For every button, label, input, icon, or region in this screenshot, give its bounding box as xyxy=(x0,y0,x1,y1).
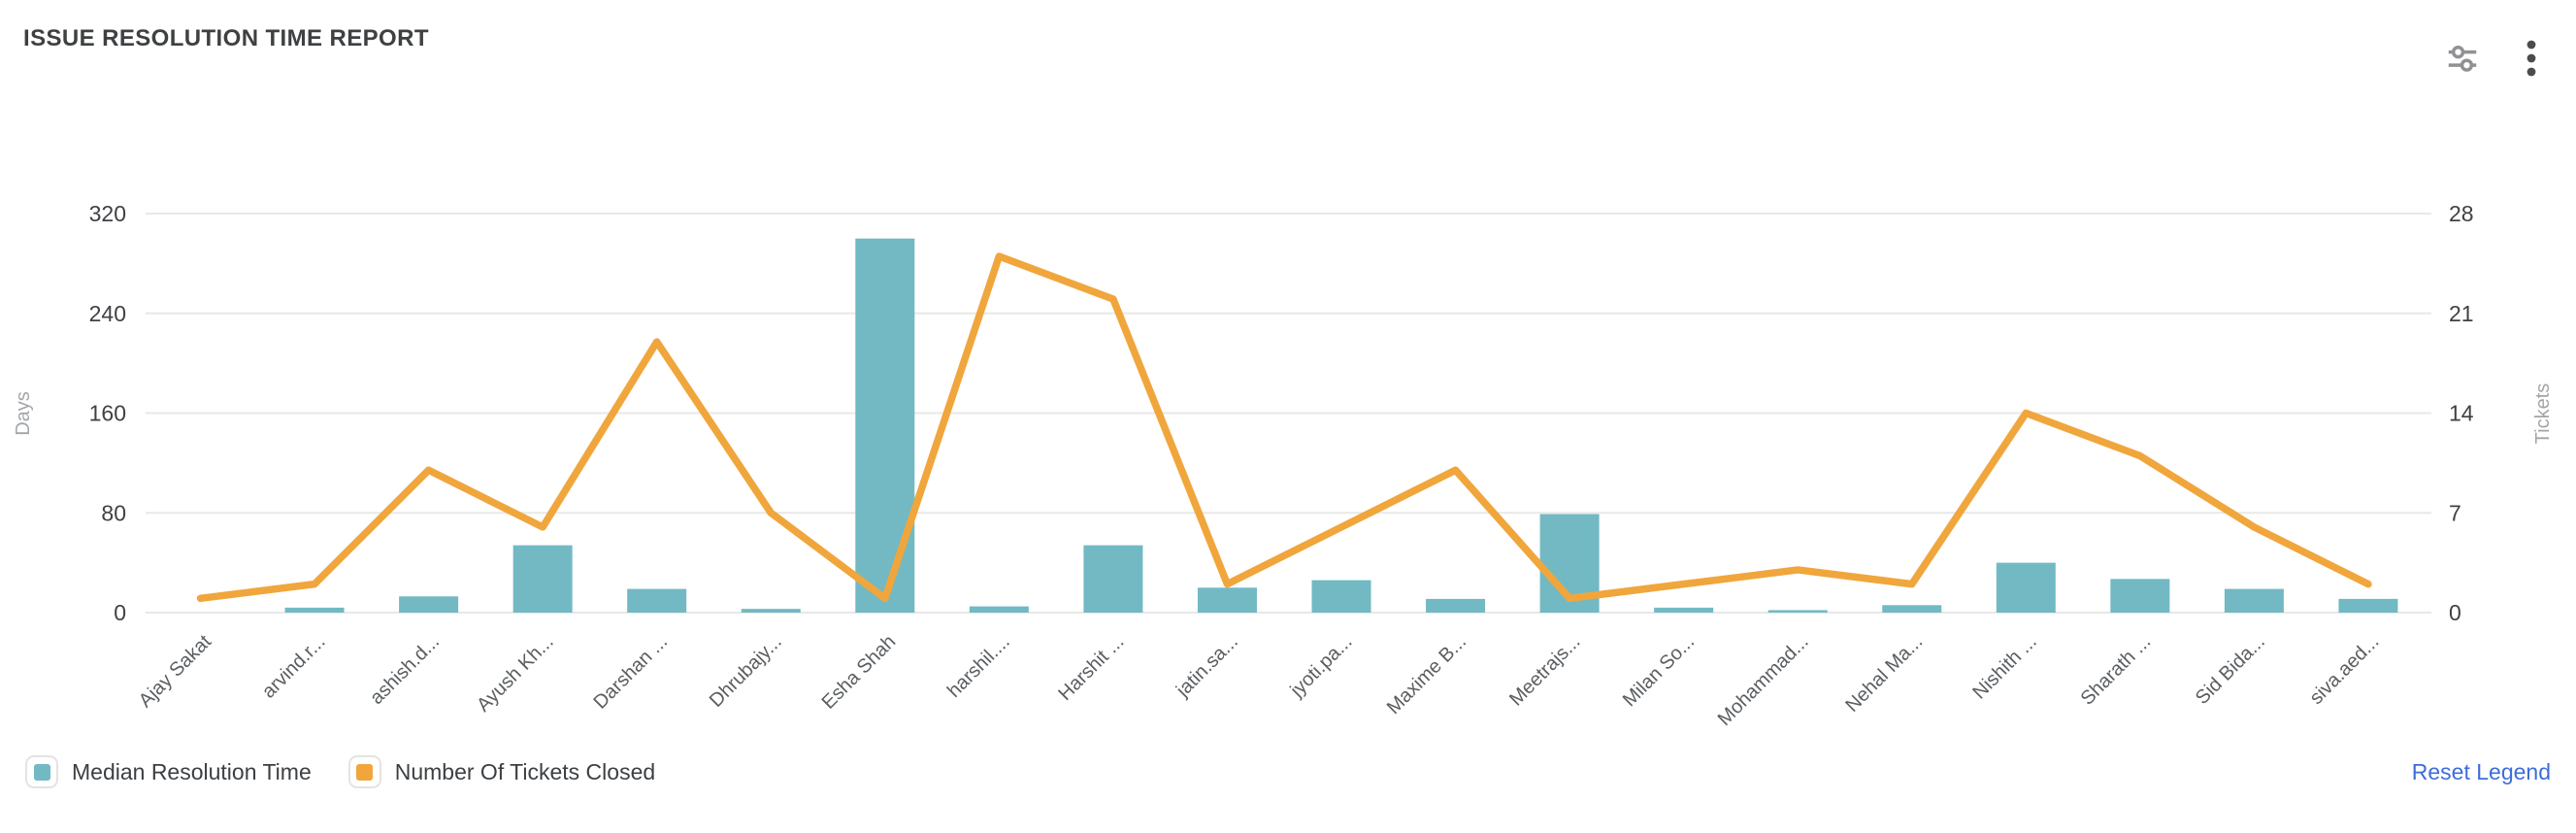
legend-label-median-resolution-time: Median Resolution Time xyxy=(72,758,312,784)
x-axis-label: ashish.d... xyxy=(366,631,444,709)
bar-ashish.d...[interactable] xyxy=(399,596,459,613)
right-axis-tick-label: 7 xyxy=(2449,500,2461,525)
x-axis-label: Milan So... xyxy=(1619,631,1699,711)
x-axis-label: siva.aed... xyxy=(2305,631,2383,709)
bar-harshil....[interactable] xyxy=(969,606,1029,613)
bar-Nehal Ma...[interactable] xyxy=(1882,605,1942,613)
right-axis-tick-label: 28 xyxy=(2449,201,2474,226)
x-axis-label: Sharath ... xyxy=(2077,631,2156,710)
x-axis-label: jatin.sa... xyxy=(1172,631,1242,702)
left-axis-title: Days xyxy=(13,391,34,436)
bar-arvind.r...[interactable] xyxy=(284,607,345,613)
x-axis-label: Harshit ... xyxy=(1054,631,1128,705)
tickets-line[interactable] xyxy=(196,252,2372,603)
legend-label-number-of-tickets-closed: Number Of Tickets Closed xyxy=(394,758,656,784)
filter-sliders-icon[interactable] xyxy=(2444,40,2481,77)
bar-Nishith ...[interactable] xyxy=(1996,562,2056,613)
reset-legend-link[interactable]: Reset Legend xyxy=(2411,759,2551,784)
left-axis-tick-label: 240 xyxy=(89,301,126,326)
x-axis-label: Meetrajs... xyxy=(1505,631,1585,711)
x-axis-label: Darshan ... xyxy=(590,631,673,714)
x-axis-label: harshil.... xyxy=(943,631,1014,702)
left-axis-tick-label: 80 xyxy=(101,500,126,525)
chart-legend: Median Resolution Time Number Of Tickets… xyxy=(25,755,655,788)
more-options-icon[interactable] xyxy=(2526,39,2537,78)
bar-Harshit ...[interactable] xyxy=(1083,545,1143,613)
right-axis-title: Tickets xyxy=(2532,383,2554,445)
legend-row: Median Resolution Time Number Of Tickets… xyxy=(0,755,2576,810)
x-axis-label: Mohammad... xyxy=(1714,631,1813,730)
bar-Ayush Kh...[interactable] xyxy=(512,545,573,613)
legend-item-median-resolution-time[interactable]: Median Resolution Time xyxy=(25,755,312,788)
right-axis-tick-label: 21 xyxy=(2449,301,2474,326)
x-axis-label: Nishith ... xyxy=(1968,631,2041,704)
legend-item-number-of-tickets-closed[interactable]: Number Of Tickets Closed xyxy=(347,755,656,788)
bar-Darshan ...[interactable] xyxy=(627,588,687,613)
bar-Mohammad...[interactable] xyxy=(1767,610,1828,613)
legend-swatch-number-of-tickets-closed xyxy=(347,755,381,788)
left-axis-tick-label: 160 xyxy=(89,401,126,426)
header-actions xyxy=(2444,39,2537,78)
bar-Milan So...[interactable] xyxy=(1654,607,1714,613)
bar-Sharath ...[interactable] xyxy=(2110,579,2170,613)
right-axis-tick-label: 0 xyxy=(2449,600,2461,625)
left-axis-tick-label: 320 xyxy=(89,201,126,226)
report-title: ISSUE RESOLUTION TIME REPORT xyxy=(23,25,429,51)
bar-Dhrubajy...[interactable] xyxy=(741,609,801,613)
x-axis-label: arvind.r... xyxy=(258,631,330,703)
x-axis-label: jyoti.pa... xyxy=(1286,631,1357,702)
x-axis-label: Sid Bida... xyxy=(2192,631,2269,709)
x-axis-label: Esha Shah xyxy=(818,631,901,714)
x-axis-label: Nehal Ma... xyxy=(1841,631,1927,716)
bar-siva.aed...[interactable] xyxy=(2338,598,2398,613)
legend-swatch-median-resolution-time xyxy=(25,755,58,788)
right-axis-tick-label: 14 xyxy=(2449,401,2474,426)
report-header: ISSUE RESOLUTION TIME REPORT xyxy=(0,0,2576,87)
bar-Sid Bida...[interactable] xyxy=(2224,588,2284,613)
bar-jatin.sa...[interactable] xyxy=(1197,587,1257,613)
left-axis-tick-label: 0 xyxy=(114,600,126,625)
combo-chart[interactable]: 0 0 80 7 160 14 240 21 320 28 Days Tickets Ajay Saka… xyxy=(0,87,2576,757)
x-axis-label: Ajay Sakat xyxy=(135,631,215,712)
bar-Esha Shah[interactable] xyxy=(855,238,915,613)
x-axis-label: Maxime B... xyxy=(1383,631,1470,718)
x-axis-label: Dhrubajy... xyxy=(706,631,786,712)
bar-jyoti.pa...[interactable] xyxy=(1311,580,1371,613)
x-axis-label: Ayush Kh... xyxy=(473,631,558,716)
bar-Maxime B...[interactable] xyxy=(1426,598,1486,613)
